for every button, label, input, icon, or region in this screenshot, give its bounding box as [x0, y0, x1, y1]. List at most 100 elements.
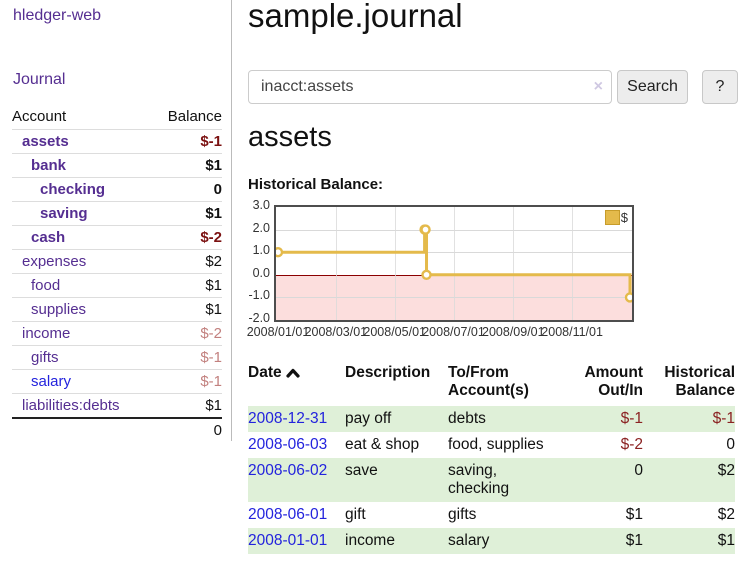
transaction-date-link[interactable]: 2008-12-31: [248, 410, 328, 427]
x-axis-tick: 2008/09/01: [482, 325, 545, 339]
transaction-date-link[interactable]: 2008-06-02: [248, 462, 328, 479]
y-axis-tick: 0.0: [252, 265, 270, 280]
v-gridline: [453, 207, 455, 320]
account-row: supplies $1: [12, 298, 222, 322]
account-link-saving[interactable]: saving: [40, 205, 88, 222]
x-axis-tick: 2008/05/01: [363, 325, 426, 339]
account-balance: $1: [205, 277, 222, 294]
data-point-marker: [624, 292, 632, 303]
txn-header-description: Description: [345, 364, 431, 381]
account-link-liabilities-debts[interactable]: liabilities:debts: [22, 397, 120, 414]
account-link-salary[interactable]: salary: [31, 373, 72, 390]
brand-link[interactable]: hledger-web: [13, 7, 102, 24]
transaction-amount: $-1: [620, 410, 643, 427]
transaction-date-link[interactable]: 2008-06-03: [248, 436, 328, 453]
account-balance: $-1: [200, 349, 222, 366]
search-bar: × Search ?: [248, 70, 738, 104]
account-row: checking 0: [12, 178, 222, 202]
account-balance: $-1: [200, 373, 222, 390]
accounts-total-value: 0: [213, 422, 222, 439]
account-link-checking[interactable]: checking: [40, 181, 106, 198]
account-link-gifts[interactable]: gifts: [31, 349, 59, 366]
chart-plot-area: $: [274, 205, 634, 322]
transaction-description: income: [345, 532, 395, 549]
account-link-expenses[interactable]: expenses: [22, 253, 87, 270]
account-link-assets[interactable]: assets: [22, 133, 69, 150]
account-link-bank[interactable]: bank: [31, 157, 67, 174]
transaction-accounts: saving, checking: [448, 462, 510, 497]
account-row: salary $-1: [12, 370, 222, 394]
data-point-marker: [276, 247, 284, 258]
transaction-amount: 0: [634, 462, 643, 479]
account-title: assets: [248, 121, 332, 153]
account-balance: $1: [205, 205, 222, 222]
account-balance: $1: [205, 397, 222, 414]
transaction-row: 2008-12-31 pay off debts $-1 $-1: [248, 406, 735, 432]
transaction-description: save: [345, 462, 378, 479]
accounts-total-row: 0: [12, 418, 222, 442]
x-axis-tick: 2008/01/01: [246, 325, 310, 339]
page-title: sample.journal: [248, 0, 463, 34]
v-gridline: [335, 207, 337, 320]
x-axis-tick: 2008/07/01: [422, 325, 485, 339]
account-link-supplies[interactable]: supplies: [31, 301, 87, 318]
transaction-accounts: gifts: [448, 506, 477, 523]
transaction-row: 2008-06-03 eat & shop food, supplies $-2 0: [248, 432, 735, 458]
account-row: expenses $2: [12, 250, 222, 274]
account-balance: $-2: [200, 325, 222, 342]
search-button[interactable]: Search: [617, 70, 688, 104]
y-axis-tick: 2.0: [252, 220, 270, 235]
account-balance: $2: [205, 253, 222, 270]
legend-swatch-icon: [604, 210, 620, 225]
transaction-date-link[interactable]: 2008-06-01: [248, 506, 328, 523]
account-balance: $1: [205, 157, 222, 174]
transaction-description: pay off: [345, 410, 392, 427]
data-point-marker: [420, 224, 431, 235]
main-content: sample.journal × Search ? assets Histori…: [246, 0, 742, 582]
historical-balance-chart: 3.0 2.0 1.0 0.0 -1.0 -2.0 $ 2008/01/01 2008/03…: [246, 198, 668, 346]
account-link-income[interactable]: income: [22, 325, 71, 342]
transaction-balance: $2: [717, 462, 735, 479]
account-link-cash[interactable]: cash: [31, 229, 66, 246]
account-row: saving $1: [12, 202, 222, 226]
account-row: assets $-1: [12, 130, 222, 154]
v-gridline: [394, 207, 396, 320]
transaction-accounts: salary: [448, 532, 490, 549]
v-gridline: [513, 207, 515, 320]
x-axis-tick: 2008/11/01: [541, 325, 603, 339]
transaction-accounts: debts: [448, 410, 486, 427]
transaction-balance: 0: [726, 436, 735, 453]
accounts-header-account: Account: [12, 108, 67, 125]
txn-header-amount: Amount Out/In: [584, 364, 643, 399]
transactions-table: Date Description To/From Account(s) Amou…: [248, 360, 735, 554]
chart-legend: $: [604, 210, 628, 225]
txn-header-date[interactable]: Date: [248, 360, 345, 406]
data-point-marker: [421, 269, 432, 281]
y-axis-tick: 3.0: [252, 198, 270, 212]
transaction-row: 2008-06-01 gift gifts $1 $2: [248, 502, 735, 528]
x-axis-tick: 2008/03/01: [304, 325, 368, 339]
sidebar-item-journal[interactable]: Journal: [13, 71, 66, 88]
transaction-balance: $2: [717, 506, 735, 523]
sidebar: hledger-web Journal Account Balance asse…: [0, 0, 232, 441]
transaction-description: gift: [345, 506, 366, 523]
transaction-amount: $1: [625, 532, 643, 549]
account-balance: $-2: [200, 229, 222, 246]
accounts-table: Account Balance assets $-1 bank $1 checking 0…: [12, 104, 222, 442]
transaction-balance: $-1: [712, 410, 735, 427]
clear-search-icon[interactable]: ×: [593, 78, 603, 95]
help-button[interactable]: ?: [702, 70, 738, 104]
transaction-date-link[interactable]: 2008-01-01: [248, 532, 328, 549]
account-link-food[interactable]: food: [31, 277, 61, 294]
balance-step-line: [276, 224, 632, 303]
transaction-amount: $-2: [620, 436, 643, 453]
sort-asc-icon: [286, 365, 300, 383]
search-input[interactable]: [248, 70, 612, 104]
y-axis-tick: -2.0: [248, 311, 270, 325]
txn-header-accounts: To/From Account(s): [448, 364, 529, 399]
legend-label: $: [620, 210, 628, 225]
transaction-row: 2008-06-02 save saving, checking 0 $2: [248, 458, 735, 502]
account-row: gifts $-1: [12, 346, 222, 370]
account-balance: $-1: [200, 133, 222, 150]
account-row: income $-2: [12, 322, 222, 346]
